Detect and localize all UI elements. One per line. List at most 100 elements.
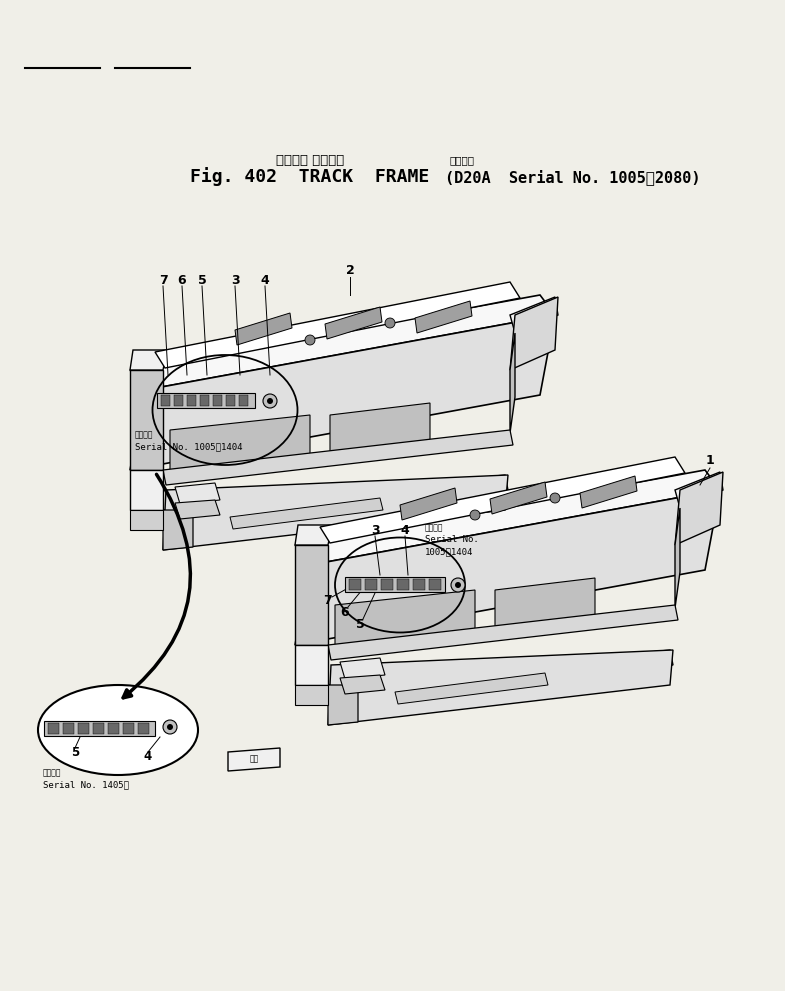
Text: トラック フレーム: トラック フレーム <box>276 154 344 166</box>
Polygon shape <box>325 307 382 339</box>
Polygon shape <box>235 313 292 345</box>
Polygon shape <box>155 282 520 368</box>
Polygon shape <box>130 470 163 510</box>
Text: Fig. 402  TRACK  FRAME: Fig. 402 TRACK FRAME <box>191 167 429 186</box>
Ellipse shape <box>263 394 277 408</box>
Polygon shape <box>213 395 222 406</box>
Polygon shape <box>130 315 555 470</box>
Text: 1005～1404: 1005～1404 <box>425 547 473 556</box>
Polygon shape <box>161 395 170 406</box>
Polygon shape <box>330 403 430 457</box>
Ellipse shape <box>267 398 273 404</box>
Text: 4: 4 <box>261 274 269 286</box>
Polygon shape <box>365 579 377 590</box>
Polygon shape <box>163 510 193 550</box>
Text: 5: 5 <box>71 746 79 759</box>
Ellipse shape <box>163 720 177 734</box>
Text: 7: 7 <box>159 274 167 286</box>
Polygon shape <box>510 333 515 433</box>
Polygon shape <box>295 645 328 685</box>
Polygon shape <box>123 723 134 734</box>
Polygon shape <box>239 395 248 406</box>
Polygon shape <box>130 295 555 390</box>
Polygon shape <box>78 723 89 734</box>
Text: (D20A  Serial No. 1005～2080): (D20A Serial No. 1005～2080) <box>445 169 700 185</box>
Polygon shape <box>187 395 196 406</box>
Text: 4: 4 <box>400 523 409 536</box>
Text: Serial No. 1005～1404: Serial No. 1005～1404 <box>135 442 243 451</box>
Polygon shape <box>413 579 425 590</box>
Polygon shape <box>415 301 472 333</box>
Polygon shape <box>320 457 685 543</box>
Ellipse shape <box>455 582 461 588</box>
Circle shape <box>385 318 395 328</box>
Ellipse shape <box>451 578 465 592</box>
Polygon shape <box>510 297 558 333</box>
Polygon shape <box>395 673 548 704</box>
Polygon shape <box>163 475 508 550</box>
Polygon shape <box>328 650 673 725</box>
Polygon shape <box>295 490 720 645</box>
Polygon shape <box>130 370 163 470</box>
Polygon shape <box>93 723 104 734</box>
Polygon shape <box>335 590 475 650</box>
Polygon shape <box>108 723 119 734</box>
Polygon shape <box>63 723 74 734</box>
Polygon shape <box>675 472 723 508</box>
Polygon shape <box>170 415 310 475</box>
Polygon shape <box>163 475 508 525</box>
Polygon shape <box>429 579 441 590</box>
Polygon shape <box>295 545 328 645</box>
Circle shape <box>550 493 560 503</box>
Circle shape <box>470 510 480 520</box>
Text: 4: 4 <box>144 750 152 763</box>
Polygon shape <box>495 578 595 632</box>
Polygon shape <box>340 675 385 694</box>
Polygon shape <box>130 510 163 530</box>
Text: 1: 1 <box>706 454 714 467</box>
Polygon shape <box>175 483 220 504</box>
Polygon shape <box>349 579 361 590</box>
Ellipse shape <box>38 685 198 775</box>
Polygon shape <box>345 577 445 592</box>
Text: 警告: 警告 <box>250 754 258 763</box>
Circle shape <box>305 335 315 345</box>
Polygon shape <box>397 579 409 590</box>
Polygon shape <box>381 579 393 590</box>
Polygon shape <box>226 395 235 406</box>
Text: Serial No. 1405～: Serial No. 1405～ <box>43 780 129 789</box>
Polygon shape <box>230 498 383 529</box>
Text: 7: 7 <box>323 594 332 606</box>
Polygon shape <box>675 472 723 545</box>
Polygon shape <box>510 297 558 370</box>
Polygon shape <box>174 395 183 406</box>
Polygon shape <box>675 508 680 608</box>
Polygon shape <box>400 488 457 520</box>
Text: 適用号機: 適用号機 <box>450 155 475 165</box>
Polygon shape <box>130 350 167 370</box>
Polygon shape <box>328 650 673 700</box>
Polygon shape <box>328 605 678 660</box>
Polygon shape <box>175 500 220 519</box>
Polygon shape <box>295 685 328 705</box>
Polygon shape <box>163 430 513 485</box>
Polygon shape <box>580 476 637 508</box>
Text: 3: 3 <box>371 523 379 536</box>
Polygon shape <box>138 723 149 734</box>
Polygon shape <box>157 393 255 408</box>
Text: 適用号機: 適用号機 <box>43 768 61 777</box>
Text: 6: 6 <box>341 606 349 619</box>
Polygon shape <box>490 482 547 514</box>
Text: 適用号機: 適用号機 <box>425 523 444 532</box>
Polygon shape <box>295 525 332 545</box>
Polygon shape <box>328 685 358 725</box>
Polygon shape <box>228 748 280 771</box>
Text: Serial No.: Serial No. <box>425 535 479 544</box>
Polygon shape <box>48 723 59 734</box>
Text: 適用号機: 適用号機 <box>135 430 154 439</box>
Text: 3: 3 <box>231 274 239 286</box>
Polygon shape <box>340 658 385 679</box>
Text: 5: 5 <box>356 618 364 631</box>
Ellipse shape <box>167 724 173 730</box>
Polygon shape <box>44 721 155 736</box>
